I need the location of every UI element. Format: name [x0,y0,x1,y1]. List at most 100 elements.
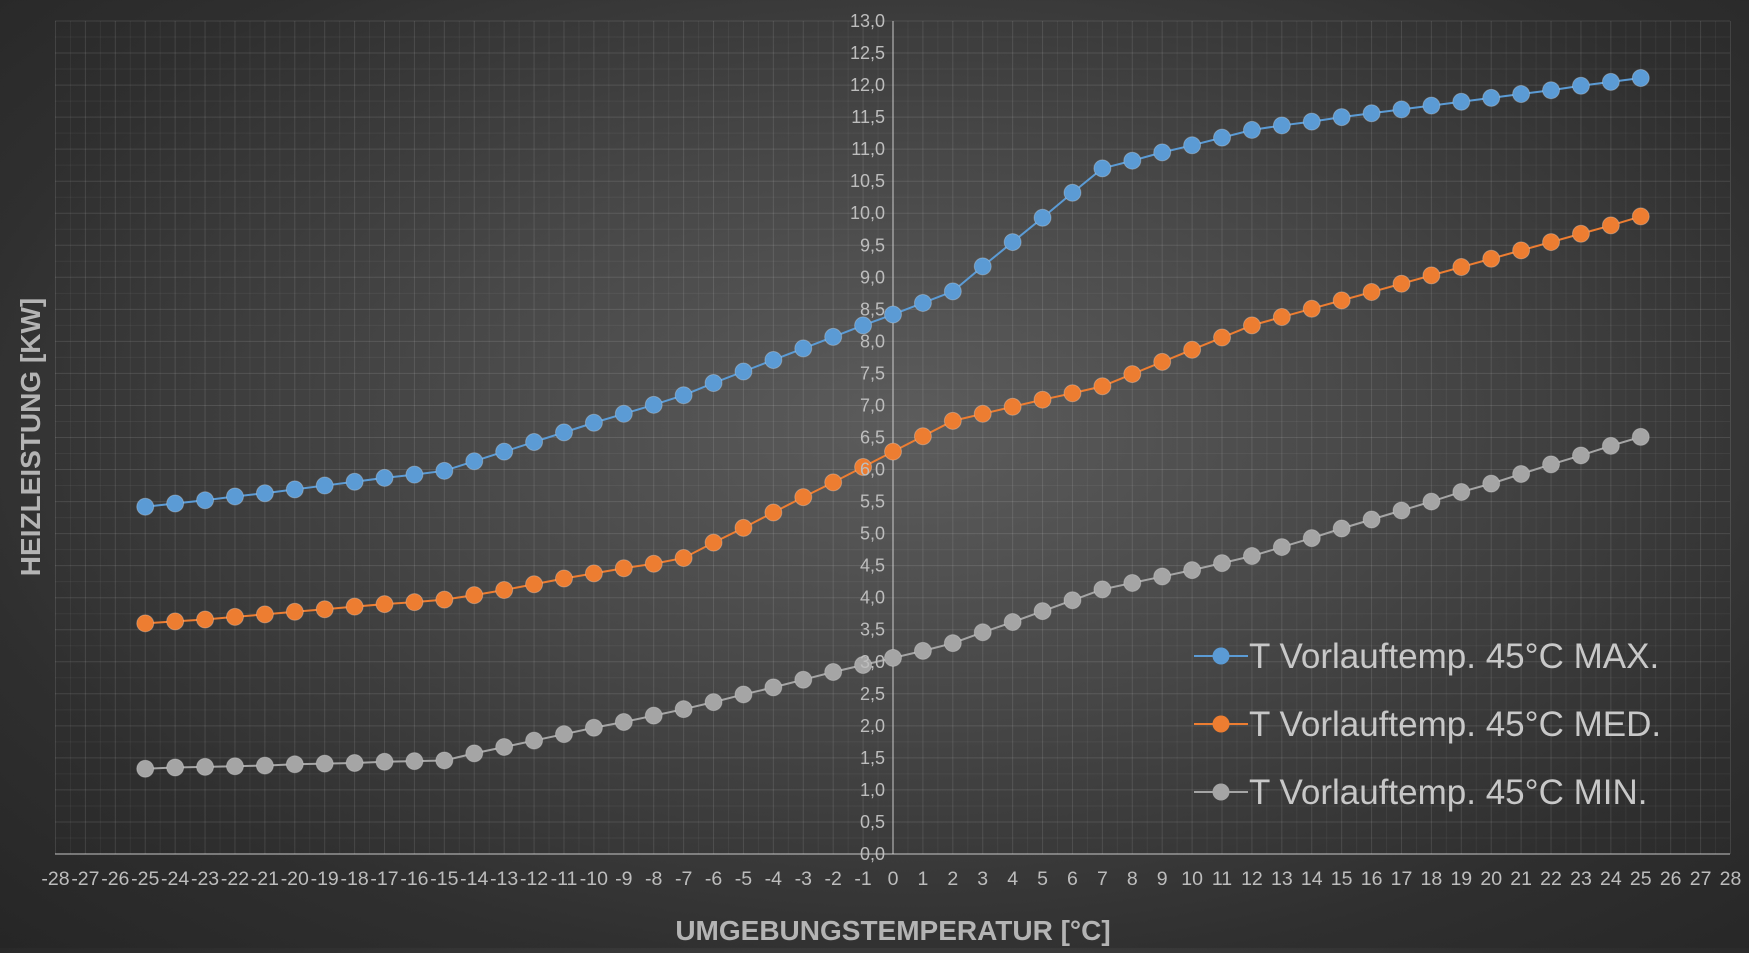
data-point [136,614,155,633]
data-point [375,752,394,771]
y-tick-label: 6,5 [860,428,885,448]
data-point [1272,116,1291,135]
data-point [1153,567,1172,586]
y-tick-label: 0,5 [860,812,885,832]
series-layer [136,69,1650,778]
data-point [1183,340,1202,359]
x-tick-label: -5 [735,868,752,890]
data-point [136,497,155,516]
data-point [525,432,544,451]
x-tick-label: -7 [675,868,692,890]
x-tick-label: 6 [1067,868,1078,890]
x-tick-label: -14 [460,868,488,890]
data-point [1123,151,1142,170]
y-tick-label: 2,0 [860,716,885,736]
data-point [824,663,843,682]
data-point [1063,183,1082,202]
data-point [1123,573,1142,592]
x-tick-label: -8 [645,868,662,890]
data-point [1003,233,1022,252]
x-tick-label: 5 [1037,868,1048,890]
y-tick-label: 9,5 [860,235,885,255]
data-point [614,404,633,423]
data-point [973,623,992,642]
data-point [255,484,274,503]
x-tick-label: -12 [520,868,548,890]
data-point [315,754,334,773]
data-point [584,564,603,583]
legend-label: T Vorlauftemp. 45°C MIN. [1249,773,1648,812]
data-point [644,706,663,725]
x-tick-label: -23 [191,868,219,890]
x-tick-label: 26 [1660,868,1682,890]
data-point [1512,465,1531,484]
data-point [1571,446,1590,465]
y-axis-title: HEIZLEISTUNG [KW] [15,298,46,576]
data-point [734,685,753,704]
x-tick-label: -13 [490,868,518,890]
y-tick-label: 7,0 [860,395,885,415]
data-point [1183,136,1202,155]
data-point [794,488,813,507]
data-point [1093,377,1112,396]
y-tick-label: 12,0 [850,75,885,95]
data-point [196,610,215,629]
y-tick-label: 10,5 [850,171,885,191]
data-point [913,641,932,660]
data-point [1571,76,1590,95]
x-tick-label: -18 [341,868,369,890]
data-point [884,305,902,324]
x-tick-label: 21 [1510,868,1532,890]
data-point [1332,108,1351,127]
data-point [1601,436,1620,455]
x-tick-label: 2 [947,868,958,890]
data-point [1003,397,1022,416]
data-point [884,442,902,461]
x-tick-label: 20 [1480,868,1502,890]
data-point [495,442,514,461]
data-point [1033,390,1052,409]
data-point [824,473,843,492]
data-point [554,725,573,744]
data-point [614,713,633,732]
y-tick-label: 0,0 [860,844,885,864]
y-tick-label: 2,5 [860,684,885,704]
data-point [644,554,663,573]
legend-item-3: T Vorlauftemp. 45°C MIN. [1194,773,1648,812]
data-point [1033,208,1052,227]
data-point [315,600,334,619]
data-point [285,480,304,499]
data-point [704,374,723,393]
data-point [1392,100,1411,119]
x-tick-label: 23 [1570,868,1592,890]
data-point [345,597,364,616]
x-tick-label: 25 [1630,868,1652,890]
x-tick-label: -28 [41,868,69,890]
x-tick-label: -24 [161,868,189,890]
x-tick-label: -10 [580,868,608,890]
data-point [1631,207,1650,226]
legend-label: T Vorlauftemp. 45°C MAX. [1249,637,1659,676]
y-tick-label: 9,0 [860,267,885,287]
data-point [1542,81,1561,100]
x-tick-label: 27 [1690,868,1712,890]
legend-marker [1212,783,1230,801]
x-tick-label: -19 [311,868,339,890]
data-point [196,757,215,776]
data-point [674,700,693,719]
data-point [734,362,753,381]
data-point [794,670,813,689]
data-point [1003,613,1022,632]
data-point [525,575,544,594]
legend-marker [1212,715,1230,733]
data-point [285,602,304,621]
data-point [913,427,932,446]
data-point [764,350,783,369]
data-point [345,472,364,491]
data-point [943,411,962,430]
data-point [166,758,185,777]
y-tick-label: 4,5 [860,556,885,576]
series-2 [136,207,1650,633]
data-point [1332,519,1351,538]
